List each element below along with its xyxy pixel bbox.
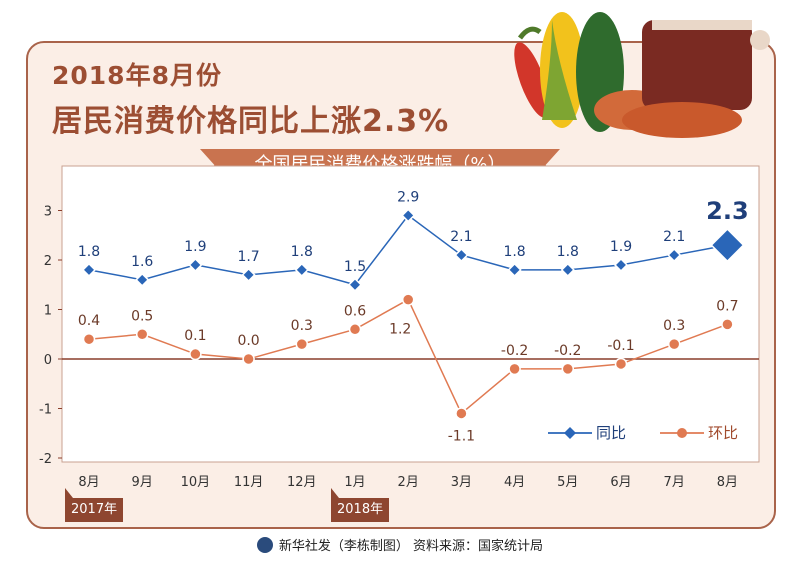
data-point-0 — [613, 257, 629, 273]
x-tick-label: 12月 — [287, 475, 317, 490]
data-point-0 — [667, 247, 682, 263]
year-label-2018: 2018年 — [331, 498, 390, 522]
data-point-1 — [455, 407, 468, 420]
data-label: 1.9 — [184, 239, 206, 255]
data-point-0 — [560, 262, 575, 277]
data-label: 1.2 — [389, 322, 411, 338]
year-label-2017: 2017年 — [65, 498, 124, 522]
data-label: 1.6 — [131, 254, 153, 270]
data-point-1 — [721, 318, 734, 331]
x-tick-label: 8月 — [78, 475, 99, 490]
data-point-1 — [295, 337, 309, 351]
data-point-1 — [189, 347, 202, 361]
x-tick-label: 6月 — [610, 475, 631, 490]
data-label: 1.5 — [344, 259, 366, 275]
x-tick-label: 9月 — [132, 475, 153, 490]
legend-label-1: 环比 — [708, 424, 738, 442]
data-point-0 — [507, 262, 522, 277]
x-tick-label: 10月 — [181, 475, 211, 490]
legend-marker-1 — [677, 428, 687, 438]
y-tick-label: 1 — [44, 304, 52, 319]
title-line1: 2018年8月份 — [52, 61, 222, 90]
data-point-1 — [348, 323, 362, 336]
data-point-1 — [242, 352, 255, 366]
x-axis-ticks: 8月 9月 10月 11月 12月 1月 2月 3月 4月 5月 6月 7月 8月 — [65, 475, 738, 498]
x-tick-label: 3月 — [451, 475, 472, 490]
xinhua-logo-icon — [256, 537, 273, 553]
y-tick-label: 2 — [44, 254, 52, 269]
footer-source: 新华社发（李栋制图） 资料来源：国家统计局 — [278, 539, 544, 554]
year-pointer — [65, 488, 73, 498]
data-point-1 — [614, 357, 628, 371]
data-label: 1.8 — [557, 244, 579, 260]
y-axis-ticks: 3 2 1 0 -1 -2 — [39, 205, 62, 467]
data-label: -0.2 — [554, 343, 581, 359]
data-point-0 — [135, 272, 150, 287]
data-label: 0.7 — [716, 298, 738, 314]
data-label: 2.3 — [706, 197, 749, 225]
series-group — [81, 208, 745, 420]
data-point-1 — [561, 362, 575, 376]
data-label: 1.8 — [291, 244, 313, 260]
data-point-1 — [401, 293, 415, 306]
title-line2: 居民消费价格同比上涨2.3% — [52, 104, 450, 139]
data-label: 0.3 — [663, 318, 685, 334]
data-point-1 — [508, 362, 521, 376]
data-label: 0.1 — [184, 328, 206, 344]
x-tick-label: 1月 — [344, 475, 365, 490]
vegetables-meat-illustration — [514, 12, 770, 138]
x-tick-label: 7月 — [664, 475, 685, 490]
x-tick-label: 8月 — [717, 475, 738, 490]
data-label: 0.5 — [131, 308, 153, 324]
data-labels-group: 1.8 1.6 1.9 1.7 1.8 1.5 2.9 2.1 1.8 1.8 1.9 2.1 2.3 0… — [78, 189, 749, 444]
data-point-1 — [135, 328, 149, 341]
y-tick-label: 0 — [44, 353, 52, 368]
x-tick-label: 4月 — [504, 475, 525, 490]
data-point-1 — [667, 337, 681, 351]
data-label: 1.8 — [78, 244, 100, 260]
data-point-0 — [710, 228, 745, 263]
data-label: 1.9 — [610, 239, 632, 255]
data-point-1 — [82, 332, 96, 346]
data-point-0 — [241, 267, 256, 282]
legend: 同比 环比 — [548, 424, 738, 442]
data-label: -0.1 — [607, 338, 634, 354]
data-point-0 — [401, 208, 416, 223]
legend-label-0: 同比 — [596, 424, 626, 442]
data-label: -0.2 — [501, 343, 528, 359]
data-label: 2.9 — [397, 189, 419, 205]
data-label: 0.0 — [237, 333, 259, 349]
data-label: -1.1 — [448, 428, 475, 444]
data-label: 0.4 — [78, 313, 100, 329]
footer: 新华社发（李栋制图） 资料来源：国家统计局 — [0, 535, 800, 554]
x-tick-label: 2月 — [398, 475, 419, 490]
legend-marker-0 — [564, 427, 576, 439]
data-point-0 — [81, 262, 97, 277]
data-point-0 — [188, 257, 203, 273]
data-label: 2.1 — [450, 229, 472, 245]
x-tick-label: 5月 — [557, 475, 578, 490]
data-label: 0.6 — [344, 303, 366, 319]
year-pointer — [331, 488, 339, 498]
data-point-0 — [454, 247, 469, 263]
data-label: 1.7 — [237, 249, 259, 265]
data-label: 1.8 — [503, 244, 525, 260]
data-label: 0.3 — [291, 318, 313, 334]
y-tick-label: -1 — [39, 403, 52, 418]
data-label: 2.1 — [663, 229, 685, 245]
x-tick-label: 11月 — [234, 475, 264, 490]
plot-area — [61, 165, 760, 463]
data-point-0 — [294, 262, 309, 277]
y-tick-label: 3 — [44, 205, 52, 220]
data-point-0 — [347, 277, 363, 292]
y-tick-label: -2 — [39, 452, 52, 467]
